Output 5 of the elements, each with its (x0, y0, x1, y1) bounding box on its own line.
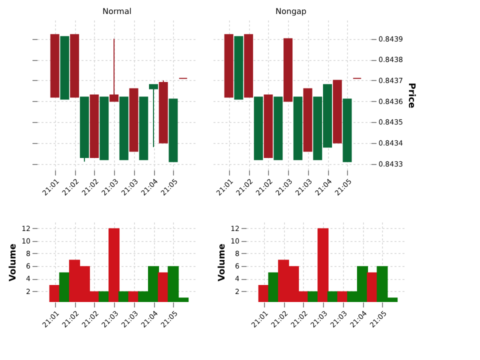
y-axis-title: Volume (8, 244, 19, 282)
chart-title: Nongap (275, 7, 307, 16)
y-axis-title: Volume (218, 244, 228, 282)
chart-title: Normal (102, 7, 132, 16)
y-axis-title: Price (406, 82, 416, 108)
